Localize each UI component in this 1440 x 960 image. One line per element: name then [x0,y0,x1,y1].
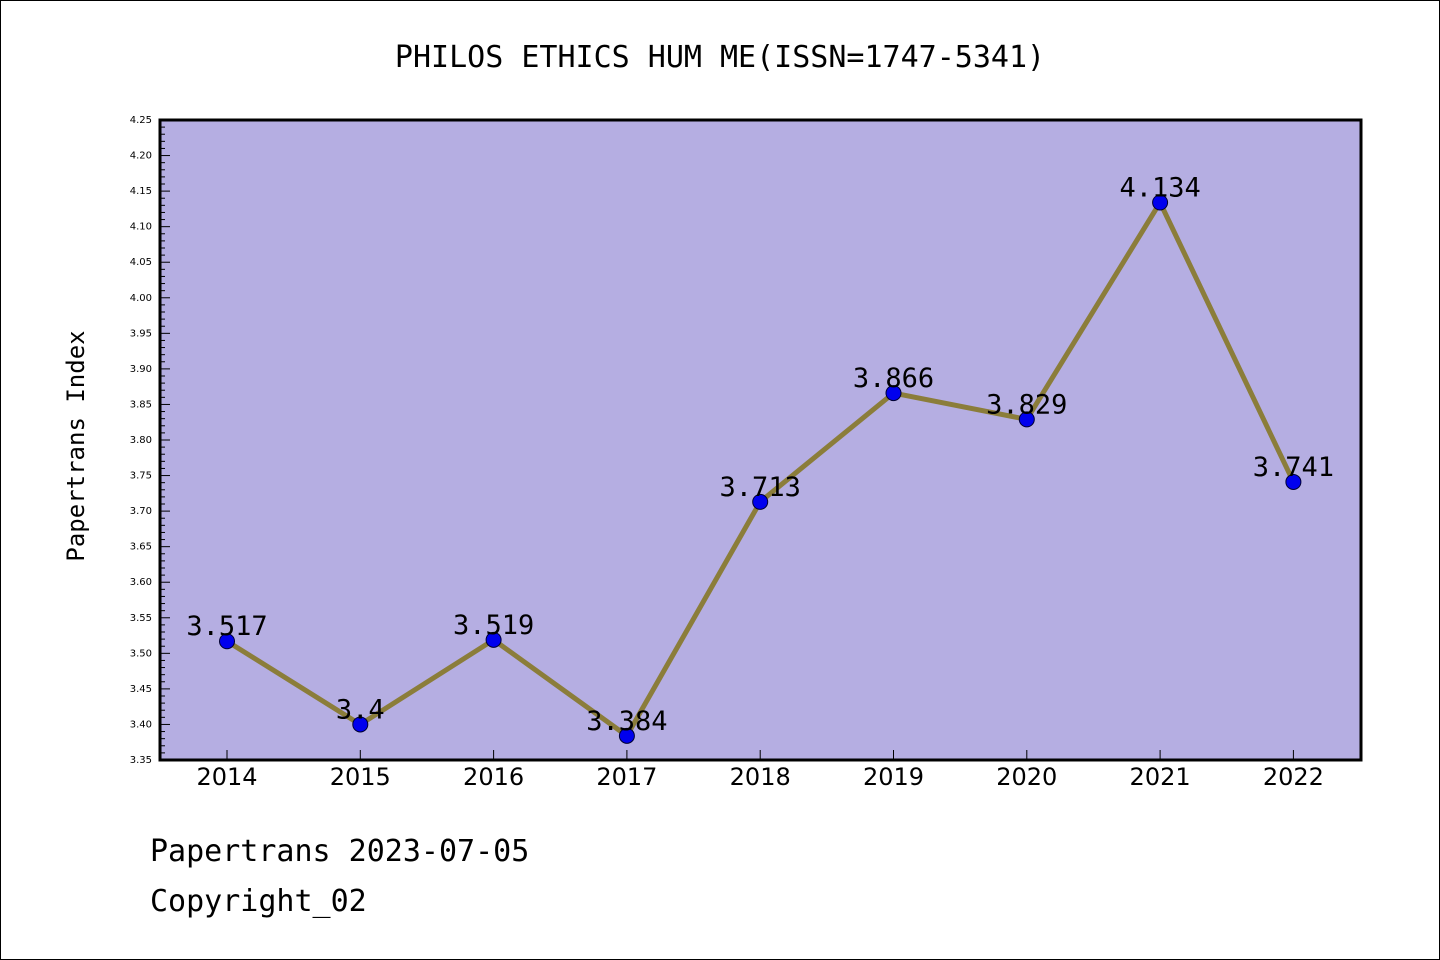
y-tick-label: 4.15 [130,186,152,197]
data-label: 3.866 [853,363,934,394]
data-point [1285,473,1302,490]
x-tick-label: 2015 [330,763,391,791]
x-tick-label: 2018 [730,763,791,791]
data-label: 3.384 [586,706,667,737]
data-point [219,633,235,650]
chart-title: PHILOS ETHICS HUM ME(ISSN=1747-5341) [395,40,1045,75]
x-axis: 2014 2015 2016 2017 2018 2019 2020 2021 2022 [196,750,1324,791]
x-tick-label: 2022 [1263,763,1324,791]
y-tick-label: 3.60 [130,577,152,588]
plot-border [158,118,1363,762]
data-point [618,727,635,744]
y-tick-label: 4.20 [130,151,152,162]
data-label: 3.741 [1253,452,1334,483]
y-tick-label: 3.85 [130,399,152,410]
y-tick-label: 4.00 [130,293,152,304]
data-label: 3.519 [453,610,534,641]
y-tick-label: 4.25 [130,115,152,126]
y-axis-label: Papertrans Index [62,330,90,561]
x-tick-label: 2017 [596,763,657,791]
x-tick-label: 2016 [463,763,524,791]
data-point [752,493,769,510]
footer-date: Papertrans 2023-07-05 [150,834,530,869]
data-point [485,631,502,648]
y-tick-label: 3.45 [130,684,152,695]
y-tick-label: 4.10 [130,222,152,233]
data-point [352,716,369,733]
data-label: 3.713 [720,472,801,503]
x-tick-label: 2014 [196,763,257,791]
y-tick-label: 3.95 [130,328,152,339]
y-tick-label: 3.75 [130,471,152,482]
y-tick-label: 3.50 [130,648,152,659]
data-point [1018,411,1035,428]
y-tick-label: 3.40 [130,719,152,730]
plot-area [160,120,1361,760]
y-tick-label: 3.80 [130,435,152,446]
y-tick-label: 3.55 [130,613,152,624]
y-tick-label: 3.70 [130,506,152,517]
series-layer: 3.517 3.4 3.519 3.384 3.713 3.866 3.829 4.134 3.… [186,172,1334,744]
data-label: 3.829 [986,389,1067,420]
data-label: 3.517 [186,611,267,642]
data-point [885,385,902,402]
x-tick-label: 2020 [996,763,1057,791]
x-tick-label: 2021 [1130,763,1191,791]
x-tick-label: 2019 [863,763,924,791]
footer-copyright: Copyright_02 [150,884,367,919]
y-tick-label: 3.65 [130,542,152,553]
data-label: 3.4 [336,694,385,725]
data-label: 4.134 [1119,172,1200,203]
data-point [1152,194,1169,211]
y-tick-label: 4.05 [130,257,152,268]
y-tick-label: 3.90 [130,364,152,375]
y-tick-label: 3.35 [130,755,152,766]
